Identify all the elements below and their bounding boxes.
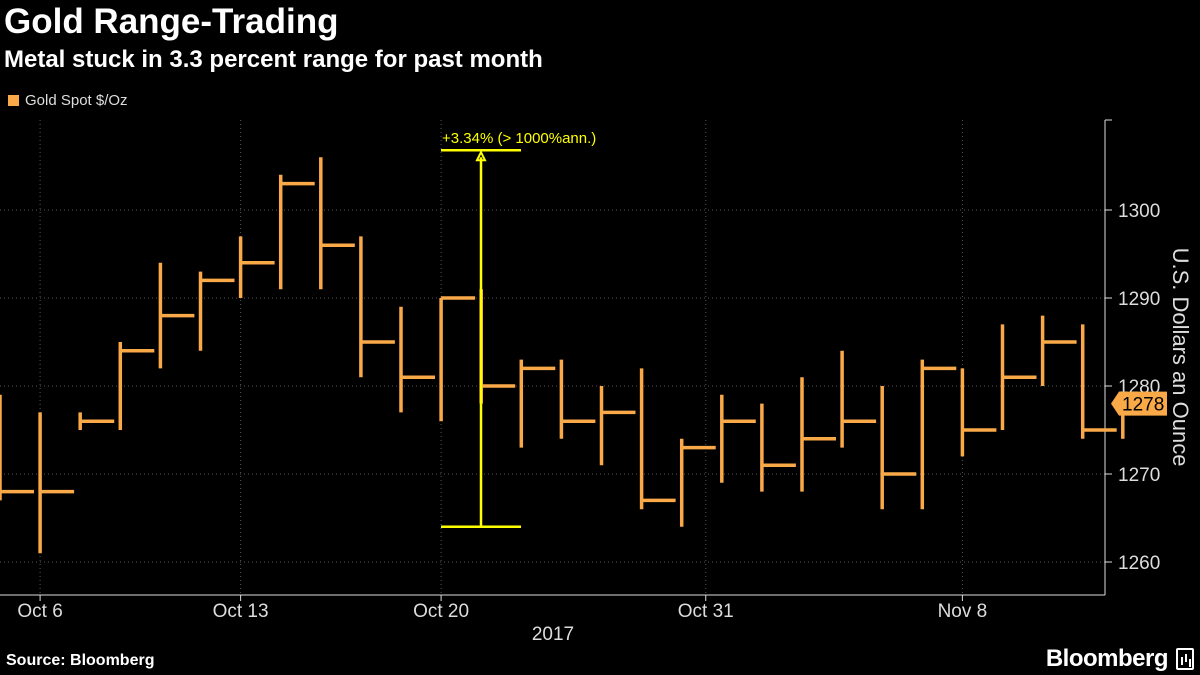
x-tick-label: Oct 20 [413,601,469,622]
last-price-badge [1111,391,1167,416]
bloomberg-logo: Bloomberg [1045,645,1169,672]
y-axis-label: U.S. Dollars an Ounce [1168,247,1193,467]
y-tick-label: 1260 [1118,553,1160,574]
x-year-label: 2017 [532,624,574,645]
chart-icon [1176,648,1194,670]
legend-swatch [8,95,19,106]
source-label: Source: Bloomberg [6,652,155,669]
range-annotation: +3.34% (> 1000%ann.) [442,130,596,147]
x-tick-label: Oct 31 [678,601,734,622]
legend-label: Gold Spot $/Oz [25,92,128,109]
last-price-label: 1278 [1122,395,1164,416]
x-tick-label: Nov 8 [938,601,988,622]
range-marker-arrow [475,149,487,162]
y-tick-label: 1290 [1118,289,1160,310]
legend: Gold Spot $/Oz [8,92,128,109]
chart-subtitle: Metal stuck in 3.3 percent range for pas… [4,46,543,73]
x-tick-label: Oct 13 [213,601,269,622]
y-tick-label: 1270 [1118,465,1160,486]
y-tick-label: 1300 [1118,201,1160,222]
x-tick-label: Oct 6 [17,601,62,622]
chart-title: Gold Range-Trading [4,2,339,41]
